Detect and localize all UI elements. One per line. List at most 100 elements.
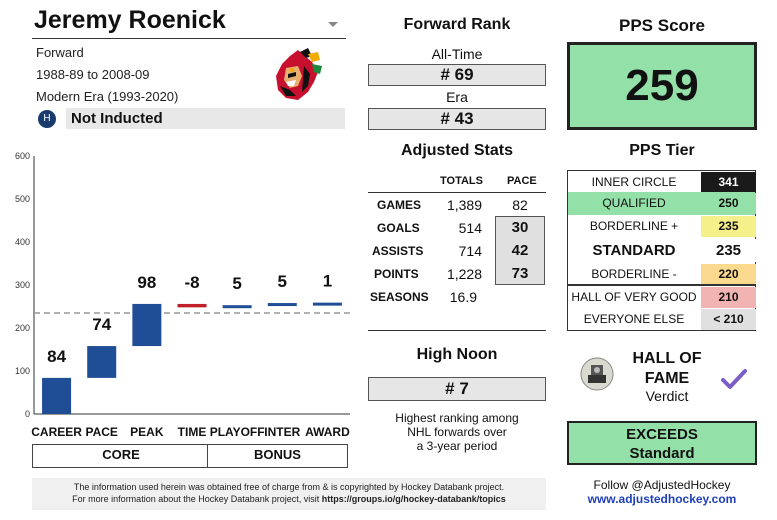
pps-tier-title: PPS Tier <box>629 142 695 159</box>
category-label-playoff: PLAYOFF <box>210 425 265 439</box>
bar-time <box>177 303 207 308</box>
tier-name: QUALIFIED <box>602 196 666 210</box>
name-underline <box>32 38 346 39</box>
hockey-databank-link[interactable]: https://groups.io/g/hockey-databank/topi… <box>321 494 506 504</box>
stat-pace-goals: 30 <box>511 219 529 236</box>
bar-inter <box>267 303 297 307</box>
value-labels: 84 74 98 -8 5 5 1 <box>47 272 332 366</box>
stat-total-assists: 714 <box>458 243 482 259</box>
bar-peak <box>132 303 162 347</box>
pace-header: PACE <box>507 175 537 187</box>
data-source-note: The information used herein was obtained… <box>32 478 546 510</box>
stat-total-goals: 514 <box>458 220 482 236</box>
tier-row: HALL OF VERY GOOD 210 <box>567 285 756 308</box>
bar-playoff <box>222 305 252 309</box>
tier-value: < 210 <box>701 309 756 330</box>
verdict-label: Verdict <box>645 388 689 404</box>
all-time-rank: # 69 <box>368 64 546 86</box>
all-time-label: All-Time <box>431 46 483 62</box>
value-label-pace: 74 <box>92 315 111 334</box>
player-era: Modern Era (1993-2020) <box>36 89 179 104</box>
bar-pace <box>87 346 117 378</box>
stat-label-games: GAMES <box>377 198 422 212</box>
tier-row: STANDARD 235 <box>567 238 756 263</box>
value-label-playoff: 5 <box>232 274 241 293</box>
bar-career <box>42 377 72 414</box>
tier-name: BORDERLINE - <box>591 267 677 281</box>
stat-total-seasons: 16.9 <box>449 289 477 305</box>
tier-name: BORDERLINE + <box>589 219 679 233</box>
value-label-career: 84 <box>47 347 66 366</box>
totals-header: TOTALS <box>440 175 483 187</box>
verdict-result-line2: Standard <box>629 445 695 462</box>
induction-status: Not Inducted <box>66 108 345 129</box>
tier-row: BORDERLINE - 220 <box>567 263 756 285</box>
chart-bars <box>42 302 342 414</box>
stat-label-goals: GOALS <box>377 221 420 235</box>
y-tick-label: 100 <box>15 366 30 376</box>
y-tick-label: 600 <box>15 151 30 161</box>
bar-award <box>312 302 342 306</box>
stat-pace-points: 73 <box>511 265 529 282</box>
verdict-line1: HALL OF <box>632 350 702 367</box>
tier-value: 210 <box>701 287 756 308</box>
tier-value: 341 <box>701 172 756 192</box>
value-label-time: -8 <box>184 273 199 292</box>
tier-value: 235 <box>701 216 756 237</box>
pps-score-title: PPS Score <box>619 16 705 35</box>
footer-line2-prefix: For more information about the Hockey Da… <box>72 494 322 504</box>
stat-label-assists: ASSISTS <box>372 244 424 258</box>
category-label-pace: PACE <box>85 425 117 439</box>
high-noon-rank: # 7 <box>368 377 546 401</box>
player-dropdown-chevron-icon[interactable] <box>328 22 338 27</box>
team-logo-icon <box>276 48 322 100</box>
tier-name: EVERYONE ELSE <box>583 312 685 326</box>
y-tick-label: 400 <box>15 237 30 247</box>
tier-row: BORDERLINE + 235 <box>567 215 756 238</box>
stat-pace-assists: 42 <box>511 242 529 259</box>
high-noon-title: High Noon <box>416 346 498 363</box>
forward-rank-title: Forward Rank <box>403 16 511 33</box>
tier-name: HALL OF VERY GOOD <box>571 290 697 304</box>
value-label-peak: 98 <box>137 273 156 292</box>
bonus-group-label: BONUS <box>207 444 348 468</box>
verdict-result: EXCEEDS Standard <box>567 421 757 465</box>
hhof-icon: H <box>38 110 56 128</box>
tier-name: STANDARD <box>592 242 676 259</box>
checkmark-icon <box>721 369 747 389</box>
high-noon-description: Highest ranking among NHL forwards over … <box>368 411 546 453</box>
y-tick-label: 300 <box>15 280 30 290</box>
hall-of-fame-icon <box>580 357 614 391</box>
player-position: Forward <box>36 45 84 60</box>
footer-line2: For more information about the Hockey Da… <box>32 493 546 505</box>
stats-bottom-line <box>368 330 546 331</box>
stat-total-games: 1,389 <box>446 197 482 213</box>
stat-total-points: 1,228 <box>446 266 482 282</box>
category-label-peak: PEAK <box>130 425 164 439</box>
adjusted-stats-title: Adjusted Stats <box>400 142 513 159</box>
player-name: Jeremy Roenick <box>34 6 226 34</box>
footer-line1: The information used herein was obtained… <box>73 482 505 492</box>
verdict-result-line1: EXCEEDS <box>626 426 698 443</box>
y-tick-label: 0 <box>25 409 30 419</box>
era-rank: # 43 <box>368 108 546 130</box>
pps-score-value: 259 <box>567 42 757 130</box>
high-noon-desc-line2: NHL forwards over <box>407 425 507 439</box>
high-noon-desc-line3: a 3-year period <box>416 439 498 453</box>
category-label-time: TIME <box>178 425 207 439</box>
verdict-line2: FAME <box>644 370 690 387</box>
tier-value: 235 <box>701 239 756 262</box>
tier-value: 250 <box>701 193 756 214</box>
tier-row: INNER CIRCLE 341 <box>567 170 756 192</box>
y-tick-label: 500 <box>15 194 30 204</box>
high-noon-desc-line1: Highest ranking among <box>395 411 519 425</box>
pace-highlight-box <box>495 216 545 285</box>
core-group-label: CORE <box>32 444 210 468</box>
value-label-award: 1 <box>323 272 332 291</box>
website-link[interactable]: www.adjustedhockey.com <box>587 492 737 506</box>
y-axis: 0 100 200 300 400 500 600 <box>15 151 350 419</box>
category-label-career: CAREER <box>31 425 82 439</box>
y-tick-label: 200 <box>15 323 30 333</box>
stat-label-seasons: SEASONS <box>370 290 429 304</box>
tier-row: EVERYONE ELSE < 210 <box>567 308 756 331</box>
